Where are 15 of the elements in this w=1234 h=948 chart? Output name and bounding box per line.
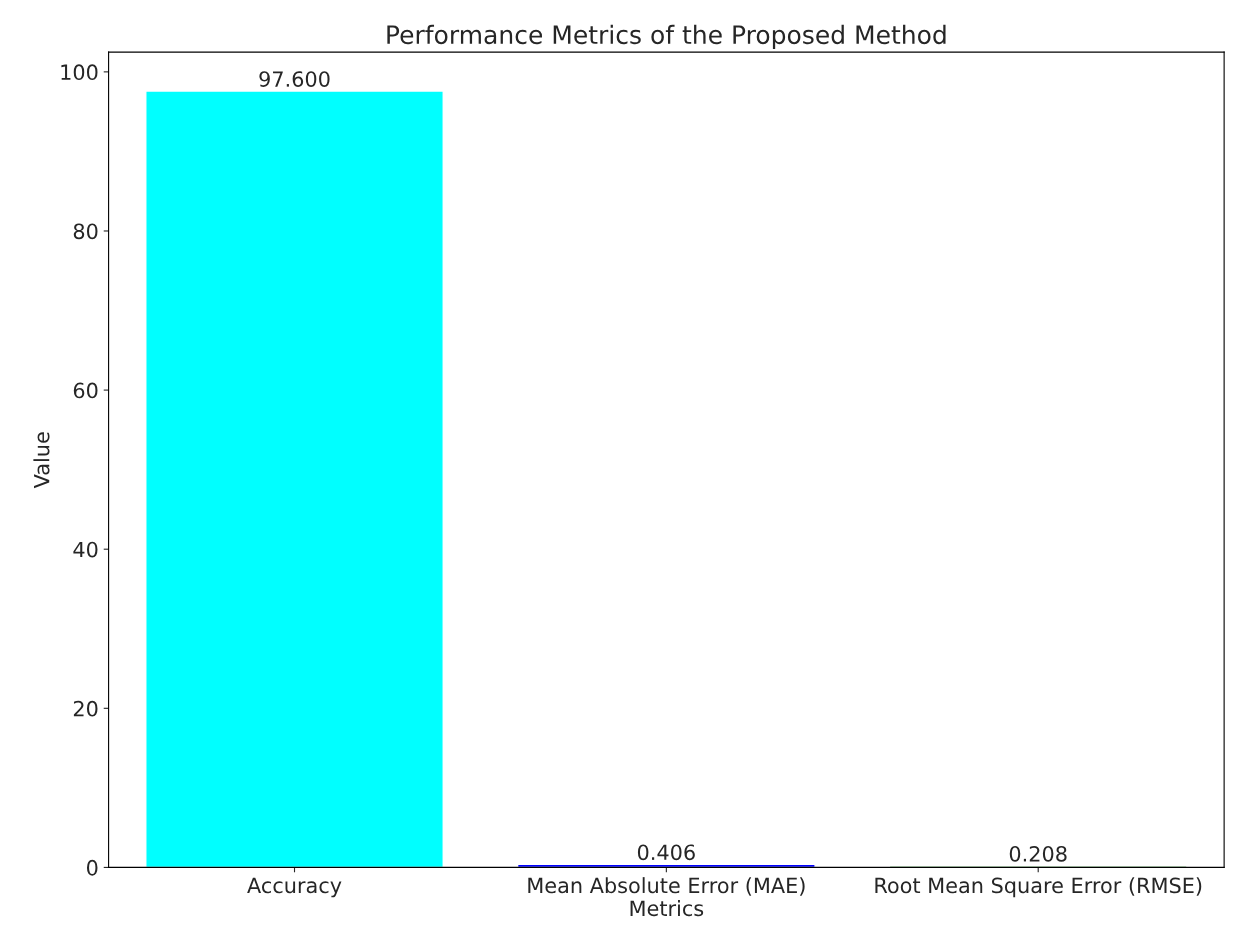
y-axis-title: Value: [33, 432, 50, 489]
x-tick-label: Mean Absolute Error (MAE): [528, 877, 805, 896]
x-tick-label: Accuracy: [247, 877, 342, 898]
chart-title: Performance Metrics of the Proposed Method: [387, 24, 946, 50]
y-tick-label: 40: [73, 541, 98, 558]
x-tick-label: Root Mean Square Error (RMSE): [875, 877, 1202, 898]
y-tick-label: 20: [73, 700, 98, 717]
y-tick-label: 0: [86, 859, 98, 876]
x-axis-title: Metrics: [630, 900, 704, 917]
y-tick-label: 60: [73, 382, 98, 399]
y-tick-label: 80: [73, 223, 98, 240]
data-label: 0.208: [1009, 845, 1067, 862]
data-label: 97.600: [259, 71, 330, 87]
y-tick-label: 100: [61, 64, 98, 81]
data-label: 0.406: [637, 844, 695, 861]
